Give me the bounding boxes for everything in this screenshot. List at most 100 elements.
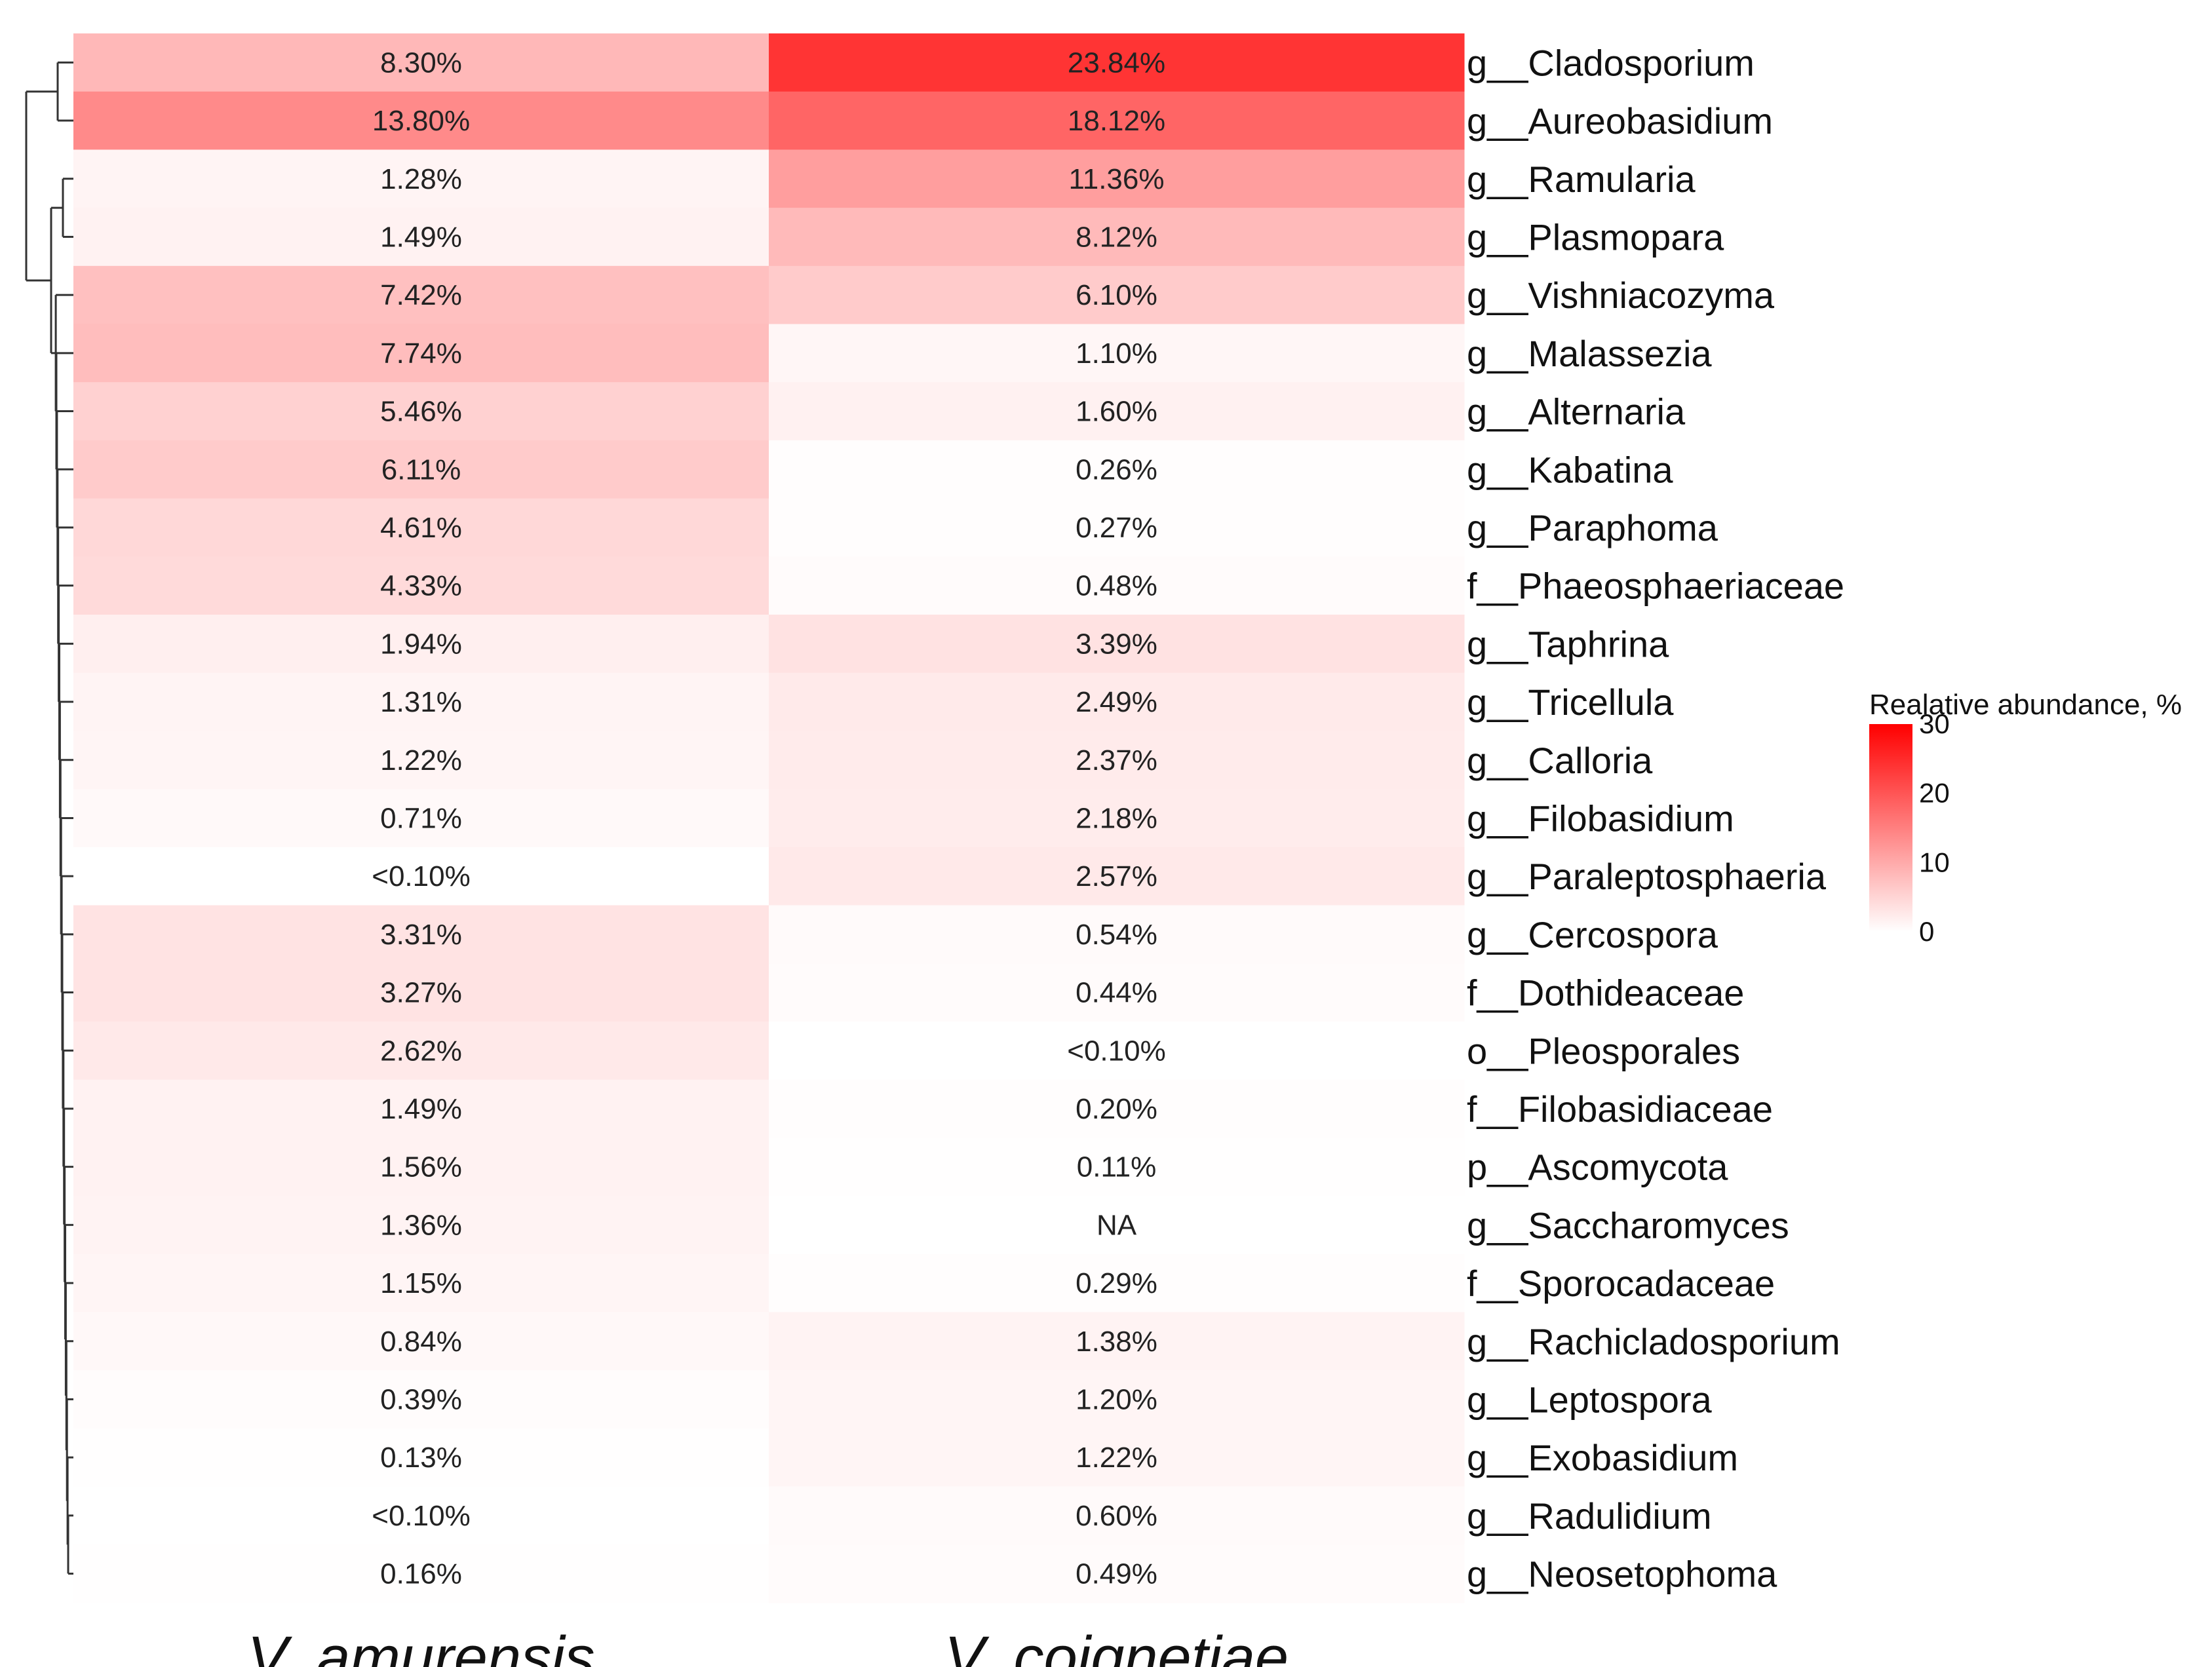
heatmap-cell [73,1021,769,1081]
row-label: p__Ascomycota [1467,1147,1728,1188]
cell-value-label: 1.22% [1076,1442,1157,1474]
cell-value-label: 1.49% [380,221,462,253]
heatmap-cell [73,963,769,1022]
column-labels: V. amurensis V. coignetiae [247,1624,1289,1667]
heatmap-cell [769,1138,1465,1197]
heatmap-cell [73,208,769,267]
cell-value-label: 0.54% [1076,919,1157,951]
row-dendrogram [25,61,73,1575]
heatmap-cell [769,1196,1465,1255]
row-label: g__Tricellula [1467,681,1674,723]
row-label: g__Aureobasidium [1467,100,1773,142]
heatmap-cell [73,1312,769,1371]
heatmap-cell [769,382,1465,441]
heatmap-cell [73,731,769,790]
cell-value-label: 0.39% [380,1383,462,1415]
row-label: g__Cladosporium [1467,42,1755,83]
row-label: g__Cercospora [1467,914,1718,955]
heatmap-cell [769,498,1465,557]
row-label: g__Calloria [1467,740,1653,781]
row-label: g__Filobasidium [1467,797,1734,839]
heatmap-cell [73,1370,769,1429]
row-label: f__Phaeosphaeriaceae [1467,565,1844,607]
cell-value-label: 1.28% [380,163,462,195]
cell-value-label: 23.84% [1068,47,1165,79]
heatmap-cell [769,1312,1465,1371]
heatmap-cell [769,789,1465,848]
cell-value-label: 2.18% [1076,802,1157,834]
cell-value-label: 0.20% [1076,1093,1157,1125]
legend-tick-label: 30 [1919,708,1950,739]
cell-value-label: 0.44% [1076,977,1157,1009]
cell-value-label: 0.27% [1076,512,1157,544]
row-label: g__Kabatina [1467,449,1673,490]
legend-tick-label: 10 [1919,847,1950,877]
heatmap-cell [769,1254,1465,1313]
row-label: g__Vishniacozyma [1467,275,1775,316]
cell-value-label: 1.22% [380,744,462,776]
heatmap-cell [73,498,769,557]
row-label: g__Plasmopara [1467,216,1724,258]
row-label: g__Radulidium [1467,1495,1712,1537]
cell-value-label: 1.38% [1076,1326,1157,1358]
row-label: g__Alternaria [1467,391,1686,432]
cell-value-label: <0.10% [1067,1035,1165,1067]
heatmap-cell [73,440,769,499]
heatmap-cell [769,1544,1465,1603]
heatmap-cell [769,33,1465,92]
heatmap-cell [769,91,1465,150]
heatmap-cell [769,1428,1465,1487]
heatmap-cell [769,731,1465,790]
heatmap-cell [73,324,769,383]
cell-value-label: <0.10% [372,1500,470,1532]
heatmap-cell [73,265,769,324]
heatmap-cell [769,615,1465,674]
heatmap-cell [769,1486,1465,1545]
heatmap-cell [769,208,1465,267]
row-labels: g__Cladosporium g__Aureobasidium g__Ramula… [1467,42,1844,1594]
cell-value-label: 2.62% [380,1035,462,1067]
heatmap-cell [73,1544,769,1603]
heatmap-cell [73,33,769,92]
cell-value-label: 8.30% [380,47,462,79]
cell-value-label: 0.60% [1076,1500,1157,1532]
heatmap-cell [769,1079,1465,1138]
cell-value-label: 4.61% [380,512,462,544]
heatmap-cell [73,1254,769,1313]
heatmap-cell [769,1370,1465,1429]
cell-value-label: 1.49% [380,1093,462,1125]
row-label: f__Sporocadaceae [1467,1263,1775,1304]
cell-value-label: 11.36% [1069,163,1165,195]
cell-value-label: 0.49% [1076,1558,1157,1590]
cell-value-label: 0.13% [380,1442,462,1474]
cell-value-label: NA [1096,1209,1137,1241]
cell-value-label: 13.80% [372,105,470,137]
cell-value-label: 18.12% [1068,105,1165,137]
cell-value-label: 1.94% [380,628,462,660]
heatmap-cell [73,382,769,441]
heatmap-cell [73,905,769,964]
heatmap-cells [73,33,1465,1603]
heatmap-cell [73,1486,769,1545]
cell-value-label: 2.49% [1076,686,1157,718]
row-label: g__Exobasidium [1467,1437,1738,1478]
heatmap-cell [769,905,1465,964]
cell-value-label: 1.60% [1076,396,1157,428]
heatmap-cell [73,91,769,150]
cell-value-label: 7.42% [380,279,462,311]
heatmap-cell [73,1138,769,1197]
heatmap-cell-labels: 8.30% 23.84% 13.80% 18.12% 1.28% 11.36% 1.49% 8… [372,47,1165,1590]
cell-value-label: 1.20% [1076,1383,1157,1415]
row-label: f__Filobasidiaceae [1467,1088,1773,1130]
row-label: g__Rachicladosporium [1467,1321,1840,1362]
cell-value-label: 0.71% [380,802,462,834]
legend-tick-label: 20 [1919,778,1950,809]
row-label: g__Taphrina [1467,623,1669,664]
heatmap-cell [769,265,1465,324]
heatmap-cell [73,149,769,208]
heatmap-cell [73,789,769,848]
heatmap-cell [769,149,1465,208]
heatmap-cell [73,615,769,674]
cell-value-label: 0.48% [1076,570,1157,602]
